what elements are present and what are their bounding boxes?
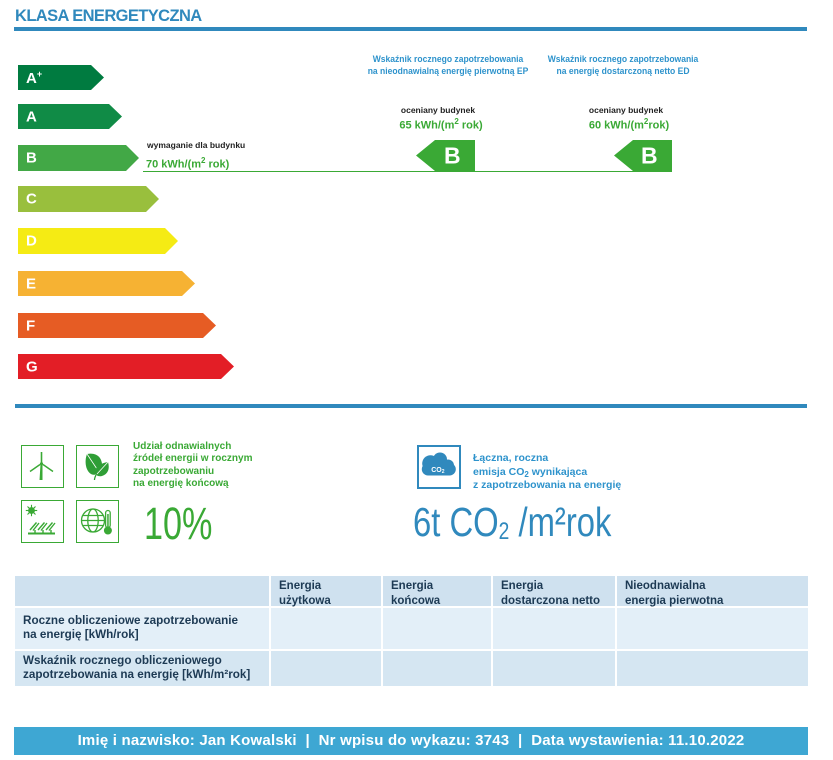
svg-text:CO2: CO2 — [431, 467, 445, 475]
